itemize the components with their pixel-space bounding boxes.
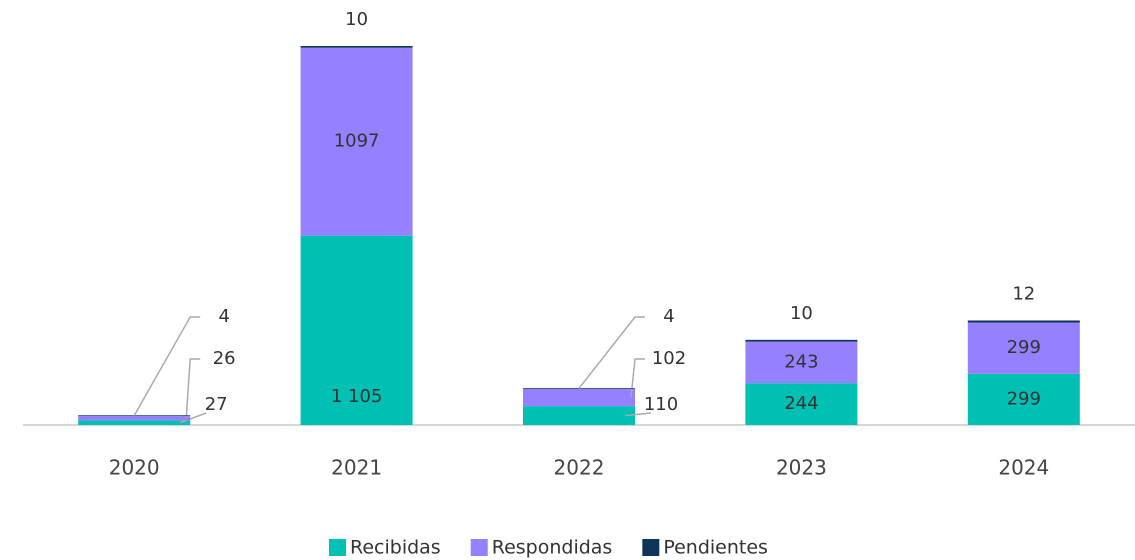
bar-segment [745,339,858,342]
bar-segment [745,341,858,384]
x-tick-label: 2023 [776,456,827,480]
data-label: 26 [213,348,236,369]
data-label: 12 [1012,283,1035,304]
data-label: 243 [784,351,818,372]
legend-label: Pendientes [663,537,768,559]
data-label: 110 [644,394,678,415]
legend-swatch [329,539,346,556]
bar-segment [967,373,1080,425]
data-label: 299 [1007,337,1041,358]
legend-label: Recibidas [350,537,441,559]
leader-line [630,358,645,398]
bar-segment [967,322,1080,374]
x-tick-label: 2021 [331,456,382,480]
bar-segment [523,406,635,425]
data-label: 1 105 [331,386,383,407]
data-label: 10 [345,9,368,30]
data-label: 4 [663,306,674,327]
bar-segment [745,383,858,425]
data-label: 10 [790,303,813,324]
data-label: 102 [652,348,686,369]
data-label: 4 [218,306,229,327]
bar-segment [78,420,191,425]
x-tick-label: 2020 [109,456,160,480]
data-label: 27 [205,394,228,415]
bar-segment [300,235,413,425]
legend-swatch [470,539,488,556]
leader-line [179,412,207,424]
data-label: 244 [784,393,818,414]
legend-label: Respondidas [492,537,613,559]
leader-line [133,316,201,416]
data-label: 1097 [334,131,380,152]
bar-segment [967,320,1080,323]
x-tick-label: 2022 [554,456,605,480]
bar-segment [300,46,413,48]
data-label: 299 [1007,388,1041,409]
leader-line [578,316,645,389]
bar-segment [300,47,413,236]
leader-line [185,358,201,419]
x-tick-label: 2024 [998,456,1049,480]
bar-segment [523,388,635,407]
leader-line [624,412,652,417]
legend-swatch [642,539,660,556]
bar-segment [78,415,191,421]
